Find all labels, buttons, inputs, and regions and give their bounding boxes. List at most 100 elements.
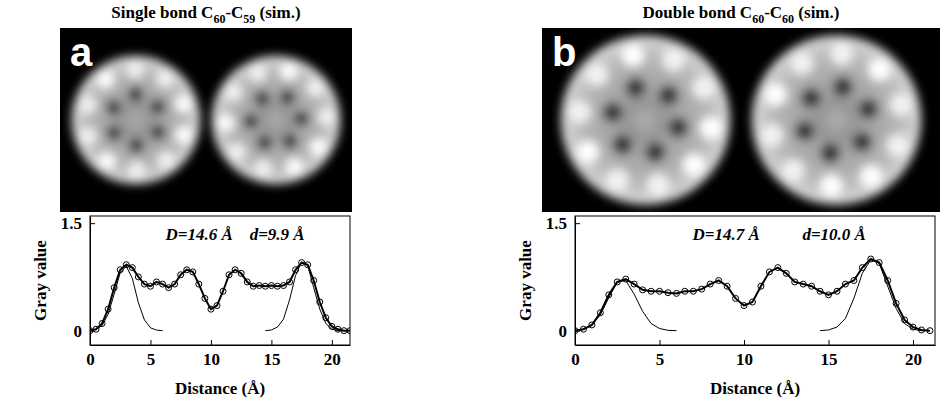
profile-marker — [226, 272, 232, 278]
tick: 10 — [203, 340, 220, 369]
center-spot — [634, 108, 658, 132]
profile-marker — [232, 267, 238, 273]
tick-mark — [271, 340, 272, 345]
title-subscript: 60 — [782, 12, 794, 26]
bright-spot — [683, 154, 705, 176]
tick-mark — [332, 340, 333, 345]
profile-marker — [335, 326, 341, 332]
bright-spot — [860, 165, 882, 187]
fullerene-disc — [72, 56, 200, 184]
profile-marker — [214, 303, 220, 309]
x-axis: 05101520 — [86, 340, 350, 369]
series-group — [90, 260, 350, 334]
dark-spot — [625, 77, 645, 97]
title: Single bond C60-C59 (sim.) — [111, 3, 300, 26]
bright-spot — [128, 162, 145, 179]
dark-spot — [106, 100, 121, 115]
panel-label: b — [552, 30, 576, 74]
profile-marker — [347, 328, 350, 334]
tick: 5 — [656, 340, 665, 369]
bright-spot — [255, 160, 272, 177]
dark-spot — [106, 125, 121, 140]
profile-marker — [699, 286, 705, 292]
sim-image — [60, 28, 352, 212]
bright-spot — [765, 84, 787, 106]
fullerene-disc — [212, 56, 340, 184]
tick-label: 0 — [571, 350, 580, 369]
dark-spot — [150, 99, 165, 114]
profile-marker — [220, 288, 226, 294]
tick-label: 20 — [905, 350, 922, 369]
tick-mark — [211, 340, 212, 345]
image-background — [542, 28, 940, 212]
tick-label: 1.5 — [61, 214, 82, 233]
profile-marker — [631, 281, 637, 287]
bright-spot — [156, 71, 173, 88]
dark-spot — [243, 114, 258, 129]
panel-label: a — [70, 30, 93, 74]
tick-label: 10 — [736, 350, 753, 369]
image-blobs — [72, 56, 341, 184]
tick-mark — [913, 340, 914, 345]
dark-spot — [612, 135, 632, 155]
bright-spot — [783, 159, 805, 181]
dark-spot — [129, 138, 144, 153]
series-group — [575, 256, 933, 334]
title-part: (sim.) — [255, 3, 300, 22]
y-axis: 01.5 — [61, 214, 95, 345]
profile-marker — [817, 288, 823, 294]
dark-spot — [257, 135, 272, 150]
profile-line — [575, 259, 930, 331]
profile-marker — [741, 303, 747, 309]
fit-line — [265, 262, 344, 331]
profile-marker — [154, 279, 160, 285]
dark-spot — [833, 77, 853, 97]
bright-spot — [80, 128, 97, 145]
profile-marker — [250, 283, 256, 289]
fullerene-disc — [752, 35, 921, 204]
profile-marker — [724, 283, 730, 289]
profile-marker — [851, 278, 857, 284]
dark-spot — [858, 99, 878, 119]
fit-line — [820, 260, 930, 331]
profile-marker — [244, 279, 250, 285]
profile-marker — [665, 290, 671, 296]
bright-spot — [229, 143, 246, 160]
title-part: -C — [764, 3, 782, 22]
profile-marker — [166, 285, 172, 291]
y-axis-title: Gray value — [516, 240, 535, 321]
dark-spot — [254, 91, 269, 106]
profile-marker — [141, 281, 147, 287]
tick-mark — [90, 223, 95, 224]
profile-marker — [129, 265, 135, 271]
bright-spot — [318, 109, 335, 126]
fit-line — [90, 266, 163, 331]
bright-spot — [98, 72, 115, 89]
bright-spot — [647, 174, 669, 196]
bright-spot — [700, 117, 722, 139]
profile-marker — [196, 281, 202, 287]
center-spot — [267, 111, 285, 129]
axis-line — [90, 217, 91, 346]
profile-marker — [648, 288, 654, 294]
bright-spot — [569, 101, 591, 123]
bright-spot — [577, 141, 599, 163]
profile-marker — [842, 281, 848, 287]
title-part: Double bond C — [643, 3, 753, 22]
annotation: D=14.7 Å — [692, 225, 760, 244]
profile-marker — [766, 269, 772, 275]
image-blobs — [561, 35, 921, 204]
fullerene-disc — [561, 35, 730, 204]
annotation: d=10.0 Å — [802, 225, 866, 244]
profile-marker — [809, 283, 815, 289]
dark-spot — [645, 142, 665, 162]
title-subscript: 60 — [752, 12, 764, 26]
axis-line — [576, 345, 936, 346]
profile-marker — [184, 267, 190, 273]
bright-spot — [886, 134, 908, 156]
tick-mark — [150, 340, 151, 345]
bright-spot — [890, 94, 912, 116]
dark-spot — [128, 87, 143, 102]
profile-marker — [268, 283, 274, 289]
tick: 15 — [821, 340, 838, 369]
